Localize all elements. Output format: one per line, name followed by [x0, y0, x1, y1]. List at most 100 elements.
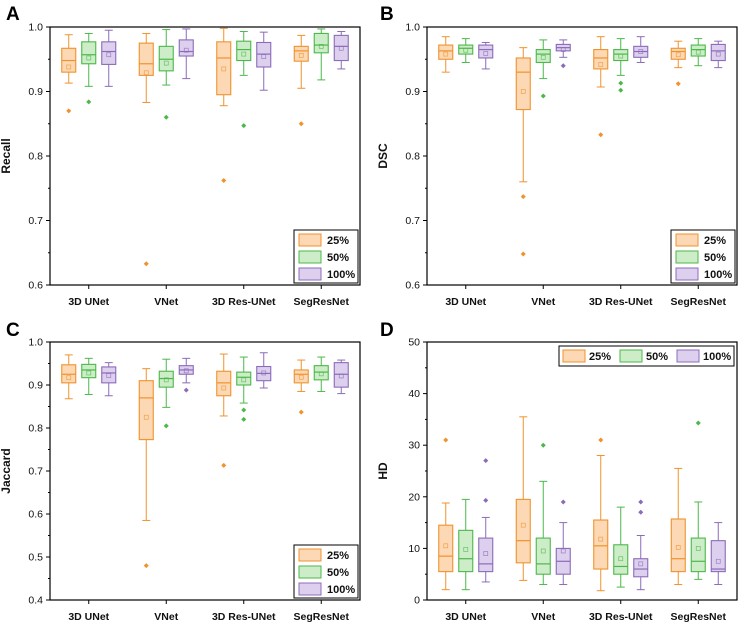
mean-marker: [221, 385, 227, 391]
outlier-point: [163, 423, 169, 429]
legend-swatch: [562, 349, 586, 363]
y-tick-label: 20: [408, 491, 420, 503]
y-tick-label: 0: [414, 595, 420, 607]
x-tick-label: 3D UNet: [68, 611, 109, 623]
box-100pct-vnet: [178, 28, 194, 80]
box-iqr: [613, 49, 629, 62]
box-50pct-segresnet: [313, 28, 329, 81]
mean-marker: [598, 62, 604, 67]
box-50pct-3d-unet: [81, 357, 97, 395]
outlier-point: [483, 497, 489, 503]
box-iqr: [216, 370, 232, 397]
outlier-point: [66, 108, 72, 114]
box-50pct-vnet: [535, 442, 551, 586]
panel-a: A 0.6 0.7 0.8 0.9 1.0 Recall 3D UNet VNet 3D Res-…: [0, 4, 361, 308]
box-50pct-3d-res-unet: [236, 31, 252, 129]
box-iqr: [438, 524, 454, 573]
box-iqr: [333, 34, 349, 62]
box-25pct-vnet: [138, 368, 154, 569]
outlier-point: [618, 87, 624, 93]
outlier-point: [143, 563, 149, 569]
mean-marker: [520, 89, 526, 94]
box-100pct-3d-res-unet: [633, 499, 649, 591]
outlier-point: [163, 114, 169, 120]
box-100pct-3d-unet: [101, 29, 117, 87]
mean-marker: [298, 53, 304, 58]
y-tick-label: 0.7: [28, 215, 43, 227]
mean-marker: [463, 47, 469, 53]
outlier-point: [540, 93, 546, 99]
box-100pct-vnet: [555, 499, 571, 586]
y-tick-label: 0.7: [28, 466, 43, 478]
box-25pct-vnet: [138, 32, 154, 267]
outlier-point: [183, 387, 189, 393]
y-tick-label: 30: [408, 440, 420, 452]
legend-label: 50%: [327, 252, 349, 264]
y-tick-label: 1.0: [405, 22, 420, 34]
panel-letter: D: [380, 320, 394, 341]
outlier-point: [598, 132, 604, 138]
outlier-point: [638, 509, 644, 515]
mean-marker: [638, 49, 644, 54]
y-tick-label: 40: [408, 388, 420, 400]
box-100pct-3d-res-unet: [256, 31, 272, 91]
y-axis-title: DSC: [376, 143, 390, 169]
box-100pct-segresnet: [710, 40, 726, 69]
box-iqr: [690, 537, 706, 573]
y-axis-title: HD: [376, 462, 390, 480]
box-25pct-3d-res-unet: [216, 27, 232, 184]
legend-label: 50%: [704, 252, 726, 264]
legend-swatch: [675, 250, 699, 264]
y-tick-label: 50: [408, 337, 420, 349]
box-iqr: [478, 537, 494, 573]
box-iqr: [710, 540, 726, 573]
box-iqr: [81, 41, 97, 65]
y-tick-label: 0.7: [405, 215, 420, 227]
box-iqr: [593, 519, 609, 570]
outlier-point: [520, 251, 526, 257]
box-25pct-vnet: [515, 47, 531, 257]
y-tick-label: 1.0: [28, 337, 43, 349]
box-iqr: [535, 537, 551, 575]
mean-marker: [443, 543, 449, 549]
mean-marker: [163, 377, 169, 383]
x-tick-label: VNet: [154, 611, 178, 623]
outlier-point: [86, 99, 92, 105]
mean-marker: [318, 371, 324, 377]
y-tick-label: 0.8: [28, 423, 43, 435]
legend-label: 50%: [646, 351, 668, 363]
box-iqr: [293, 369, 309, 384]
mean-marker: [298, 374, 304, 380]
mean-marker: [695, 49, 701, 55]
legend-label: 25%: [327, 235, 349, 247]
outlier-point: [483, 458, 489, 464]
outlier-point: [241, 123, 247, 129]
legend-swatch: [675, 233, 699, 247]
y-tick-label: 0.8: [405, 151, 420, 163]
plot-frame: [49, 341, 361, 601]
outlier-point: [241, 407, 247, 413]
plot-frame: [426, 341, 738, 601]
box-iqr: [515, 498, 531, 564]
box-iqr: [216, 41, 232, 96]
box-50pct-3d-res-unet: [236, 356, 252, 422]
box-50pct-vnet: [158, 29, 174, 120]
x-tick-label: VNet: [154, 296, 178, 308]
box-100pct-3d-res-unet: [256, 352, 272, 389]
box-25pct-vnet: [515, 416, 531, 581]
legend-swatch: [298, 267, 322, 281]
outlier-point: [298, 121, 304, 127]
x-tick-label: 3D UNet: [68, 296, 109, 308]
outlier-point: [143, 261, 149, 267]
box-25pct-segresnet: [670, 467, 686, 586]
outlier-point: [618, 80, 624, 86]
box-iqr: [690, 44, 706, 57]
box-25pct-3d-res-unet: [216, 353, 232, 468]
legend-swatch: [298, 250, 322, 264]
mean-marker: [715, 558, 721, 564]
legend-label: 25%: [589, 351, 611, 363]
box-iqr: [158, 45, 174, 72]
legend-label: 100%: [703, 351, 731, 363]
y-tick-label: 10: [408, 543, 420, 555]
outlier-point: [675, 81, 681, 87]
